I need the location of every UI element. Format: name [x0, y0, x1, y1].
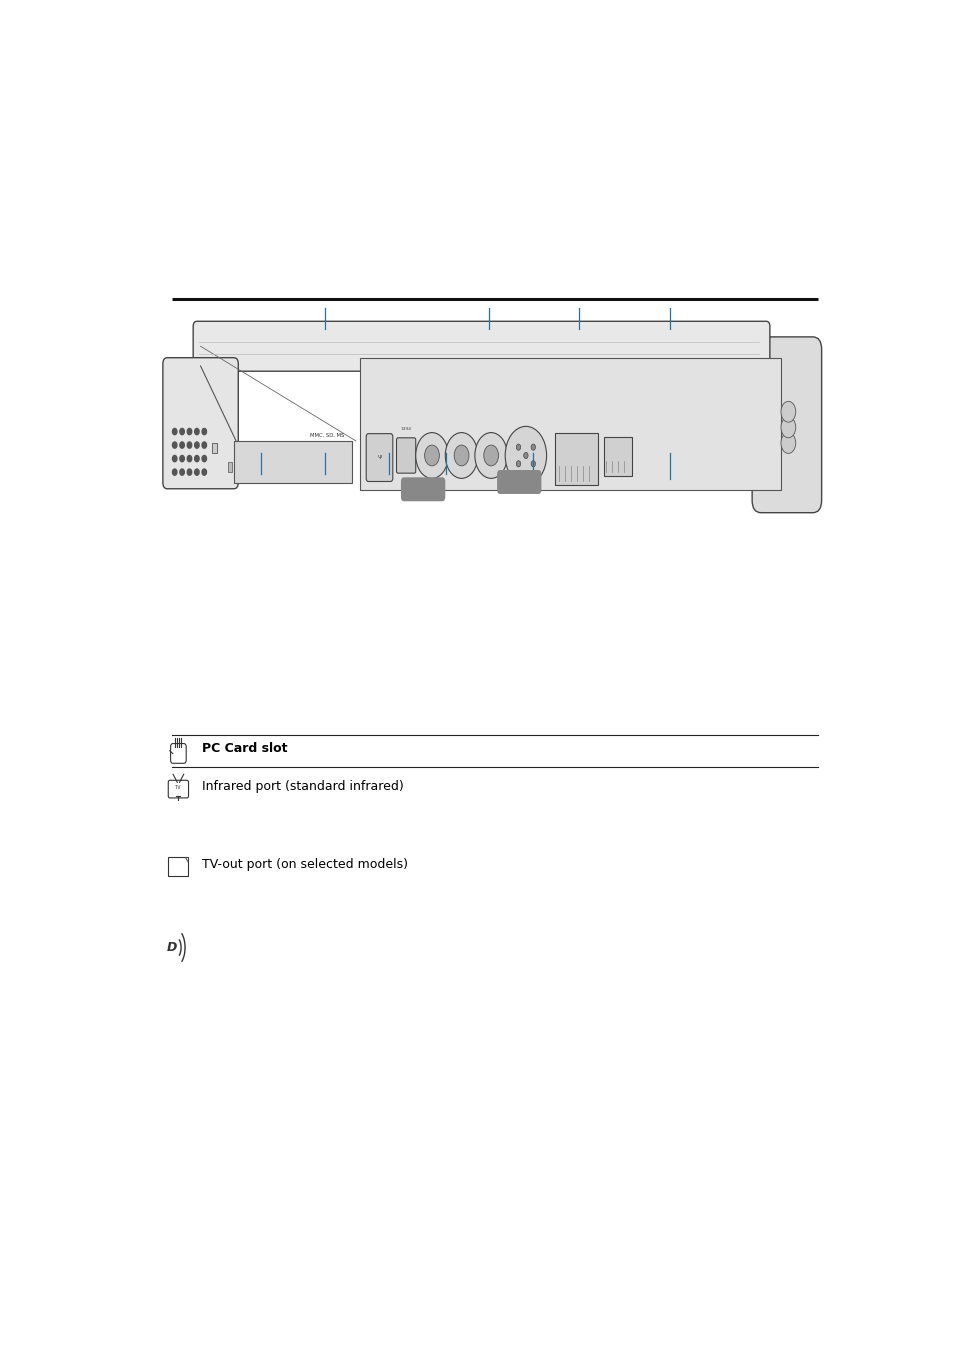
Circle shape: [172, 442, 176, 449]
Circle shape: [202, 469, 206, 476]
Circle shape: [781, 432, 795, 454]
Bar: [228, 462, 233, 471]
Circle shape: [194, 455, 199, 462]
Circle shape: [194, 428, 199, 435]
FancyBboxPatch shape: [193, 322, 769, 372]
FancyBboxPatch shape: [366, 434, 393, 481]
Circle shape: [172, 455, 176, 462]
FancyBboxPatch shape: [400, 477, 445, 501]
Text: Infrared port (standard infrared): Infrared port (standard infrared): [202, 780, 403, 793]
Circle shape: [202, 455, 206, 462]
FancyBboxPatch shape: [396, 438, 416, 473]
FancyBboxPatch shape: [555, 432, 598, 485]
Circle shape: [187, 442, 192, 449]
Circle shape: [516, 444, 520, 450]
Polygon shape: [185, 857, 188, 862]
Circle shape: [424, 444, 439, 466]
Circle shape: [523, 453, 528, 458]
Circle shape: [172, 428, 176, 435]
Circle shape: [187, 455, 192, 462]
Circle shape: [202, 428, 206, 435]
FancyBboxPatch shape: [233, 440, 352, 482]
Circle shape: [445, 432, 477, 478]
Circle shape: [483, 444, 498, 466]
FancyBboxPatch shape: [497, 470, 541, 494]
Circle shape: [416, 432, 448, 478]
Text: Ψ: Ψ: [377, 455, 381, 461]
Circle shape: [454, 444, 469, 466]
Circle shape: [180, 469, 184, 476]
FancyBboxPatch shape: [163, 358, 238, 489]
Circle shape: [180, 442, 184, 449]
FancyBboxPatch shape: [751, 336, 821, 512]
Circle shape: [194, 442, 199, 449]
Circle shape: [781, 401, 795, 422]
Circle shape: [187, 428, 192, 435]
Circle shape: [531, 461, 535, 467]
Text: TV: TV: [175, 785, 181, 790]
Circle shape: [202, 442, 206, 449]
Circle shape: [194, 469, 199, 476]
Bar: [212, 443, 216, 454]
FancyBboxPatch shape: [359, 358, 781, 490]
Circle shape: [781, 417, 795, 438]
Text: D: D: [167, 942, 176, 954]
Circle shape: [505, 427, 546, 485]
Text: TV-out port (on selected models): TV-out port (on selected models): [202, 858, 408, 871]
Text: PC Card slot: PC Card slot: [202, 742, 287, 755]
FancyBboxPatch shape: [603, 436, 631, 477]
Text: MMC. SD. MS: MMC. SD. MS: [310, 432, 344, 438]
Circle shape: [516, 461, 520, 467]
Circle shape: [187, 469, 192, 476]
Circle shape: [172, 469, 176, 476]
Circle shape: [531, 444, 535, 450]
Text: 1394: 1394: [400, 427, 411, 431]
Circle shape: [180, 455, 184, 462]
Bar: [169, 857, 188, 875]
Circle shape: [475, 432, 507, 478]
Circle shape: [180, 428, 184, 435]
